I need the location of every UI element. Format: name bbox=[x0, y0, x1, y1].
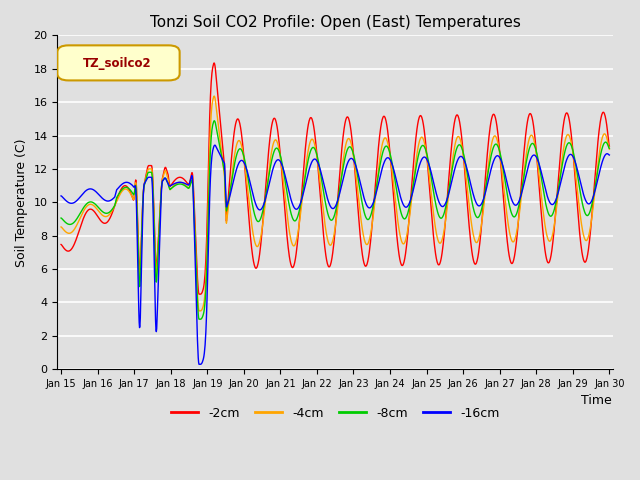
-2cm bbox=[211, 60, 218, 66]
-4cm bbox=[179, 180, 187, 186]
-4cm bbox=[605, 146, 613, 152]
-8cm bbox=[57, 215, 65, 221]
-2cm bbox=[541, 247, 549, 253]
-2cm bbox=[421, 133, 429, 139]
-8cm bbox=[605, 145, 613, 151]
-8cm bbox=[241, 159, 249, 165]
Line: -16cm: -16cm bbox=[61, 145, 609, 364]
-16cm bbox=[541, 185, 549, 191]
-16cm bbox=[179, 180, 187, 186]
-8cm bbox=[166, 186, 173, 192]
-4cm bbox=[57, 224, 65, 230]
-16cm bbox=[493, 153, 500, 159]
-4cm bbox=[541, 222, 549, 228]
-4cm bbox=[241, 165, 249, 170]
-4cm bbox=[166, 186, 173, 192]
-2cm bbox=[166, 182, 173, 188]
X-axis label: Time: Time bbox=[581, 394, 612, 408]
Text: TZ_soilco2: TZ_soilco2 bbox=[83, 57, 152, 70]
-2cm bbox=[195, 291, 203, 297]
-16cm bbox=[421, 154, 429, 160]
-2cm bbox=[605, 143, 613, 149]
Legend: -2cm, -4cm, -8cm, -16cm: -2cm, -4cm, -8cm, -16cm bbox=[166, 402, 505, 425]
Line: -2cm: -2cm bbox=[61, 63, 609, 294]
-16cm bbox=[57, 193, 65, 199]
-16cm bbox=[195, 361, 203, 367]
-4cm bbox=[421, 142, 429, 148]
-8cm bbox=[179, 182, 187, 188]
-8cm bbox=[211, 118, 218, 124]
-8cm bbox=[493, 142, 500, 147]
-4cm bbox=[211, 93, 218, 99]
-8cm bbox=[195, 316, 203, 322]
-16cm bbox=[241, 162, 249, 168]
-16cm bbox=[211, 143, 219, 148]
FancyBboxPatch shape bbox=[58, 45, 180, 81]
-2cm bbox=[179, 176, 187, 181]
-8cm bbox=[541, 197, 549, 203]
-2cm bbox=[241, 168, 249, 174]
Line: -8cm: -8cm bbox=[61, 121, 609, 319]
-2cm bbox=[57, 241, 65, 247]
Title: Tonzi Soil CO2 Profile: Open (East) Temperatures: Tonzi Soil CO2 Profile: Open (East) Temp… bbox=[150, 15, 521, 30]
Line: -4cm: -4cm bbox=[61, 96, 609, 311]
-16cm bbox=[166, 183, 173, 189]
-4cm bbox=[493, 135, 500, 141]
-4cm bbox=[195, 308, 203, 314]
-2cm bbox=[493, 121, 500, 127]
Y-axis label: Soil Temperature (C): Soil Temperature (C) bbox=[15, 138, 28, 266]
-16cm bbox=[605, 152, 613, 158]
-8cm bbox=[421, 145, 429, 151]
